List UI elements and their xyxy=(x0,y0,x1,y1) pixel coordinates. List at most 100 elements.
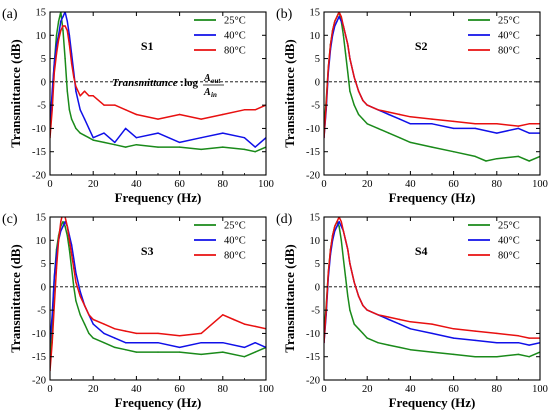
data-point xyxy=(388,316,390,318)
data-point xyxy=(366,337,368,339)
data-point xyxy=(349,90,351,92)
y-tick-label: -5 xyxy=(37,306,46,317)
data-point xyxy=(53,304,55,307)
data-point xyxy=(75,85,77,88)
x-axis-label: Frequency (Hz) xyxy=(115,190,202,205)
data-point xyxy=(377,127,379,130)
data-point xyxy=(64,225,66,227)
data-point xyxy=(124,127,127,130)
data-point xyxy=(517,125,520,127)
data-point xyxy=(243,137,246,139)
data-point xyxy=(68,239,71,241)
y-tick-label: -20 xyxy=(32,171,46,182)
x-tick-label: 80 xyxy=(492,179,503,190)
data-point xyxy=(254,151,256,153)
data-point xyxy=(452,353,455,356)
data-point xyxy=(357,113,360,116)
data-point xyxy=(349,309,351,311)
x-tick-label: 100 xyxy=(258,384,274,395)
data-point xyxy=(124,146,127,148)
data-point xyxy=(347,248,349,251)
data-point xyxy=(222,314,224,316)
data-point xyxy=(157,146,159,148)
y-tick-label: -15 xyxy=(306,352,320,363)
y-tick-label: 0 xyxy=(41,282,46,293)
data-point xyxy=(83,323,86,325)
data-point xyxy=(496,132,498,134)
data-point xyxy=(51,109,53,111)
data-point xyxy=(92,95,94,97)
data-point xyxy=(349,57,351,60)
data-point xyxy=(55,53,58,55)
data-point xyxy=(431,123,433,125)
x-axis-label: Frequency (Hz) xyxy=(389,395,476,410)
y-tick-label: 5 xyxy=(41,259,46,270)
data-point xyxy=(103,132,105,134)
data-point xyxy=(79,314,81,316)
y-tick-label: 10 xyxy=(36,31,47,42)
data-point xyxy=(200,332,202,335)
data-point xyxy=(357,295,360,297)
data-point xyxy=(157,342,159,344)
data-point xyxy=(409,116,412,118)
data-point xyxy=(338,221,340,223)
data-point xyxy=(431,118,433,120)
data-point xyxy=(334,225,336,227)
data-point xyxy=(103,332,105,335)
y-tick-label: 10 xyxy=(310,31,321,42)
data-point xyxy=(338,16,340,18)
series-line-40c xyxy=(50,12,266,148)
legend-label: 40°C xyxy=(224,31,246,42)
data-point xyxy=(331,234,334,237)
data-point xyxy=(57,20,60,22)
equation-numerator-sub: out xyxy=(211,77,221,85)
data-point xyxy=(73,258,75,260)
y-tick-label: -15 xyxy=(32,352,46,363)
data-point xyxy=(474,155,476,158)
series-line-25c xyxy=(50,12,266,153)
x-tick-label: 40 xyxy=(131,384,142,395)
data-point xyxy=(57,239,60,241)
data-point xyxy=(135,342,138,344)
data-point xyxy=(366,309,368,311)
data-point xyxy=(452,337,455,339)
data-point xyxy=(62,225,64,227)
data-point xyxy=(336,20,338,22)
data-point xyxy=(243,356,246,358)
data-point xyxy=(353,281,355,283)
data-point xyxy=(135,332,138,335)
data-point xyxy=(353,323,355,325)
data-point xyxy=(327,272,329,274)
data-point xyxy=(388,111,390,113)
equation-log: log xyxy=(184,77,199,89)
data-point xyxy=(254,109,256,111)
data-point xyxy=(357,90,360,92)
x-tick-label: 0 xyxy=(321,384,326,395)
data-point xyxy=(73,123,75,125)
chart-title: S1 xyxy=(141,39,154,53)
data-point xyxy=(347,295,349,297)
data-point xyxy=(362,99,364,102)
data-point xyxy=(243,148,246,151)
data-point xyxy=(474,330,476,332)
y-tick-label: 0 xyxy=(315,282,320,293)
legend-label: 80°C xyxy=(498,46,520,57)
data-point xyxy=(232,318,235,321)
x-tick-label: 100 xyxy=(532,179,548,190)
data-point xyxy=(157,332,159,335)
data-point xyxy=(357,328,360,330)
legend-label: 40°C xyxy=(224,236,246,247)
data-point xyxy=(336,221,338,223)
data-point xyxy=(114,337,116,339)
data-point xyxy=(62,25,64,27)
data-point xyxy=(66,20,69,22)
data-point xyxy=(64,25,66,27)
y-axis-label: Transmittance (dB) xyxy=(282,39,297,147)
data-point xyxy=(55,267,58,269)
legend-label: 25°C xyxy=(224,16,246,27)
data-point xyxy=(62,212,63,213)
data-point xyxy=(124,330,127,332)
data-point xyxy=(344,34,347,36)
data-point xyxy=(70,62,73,64)
data-point xyxy=(70,253,73,255)
